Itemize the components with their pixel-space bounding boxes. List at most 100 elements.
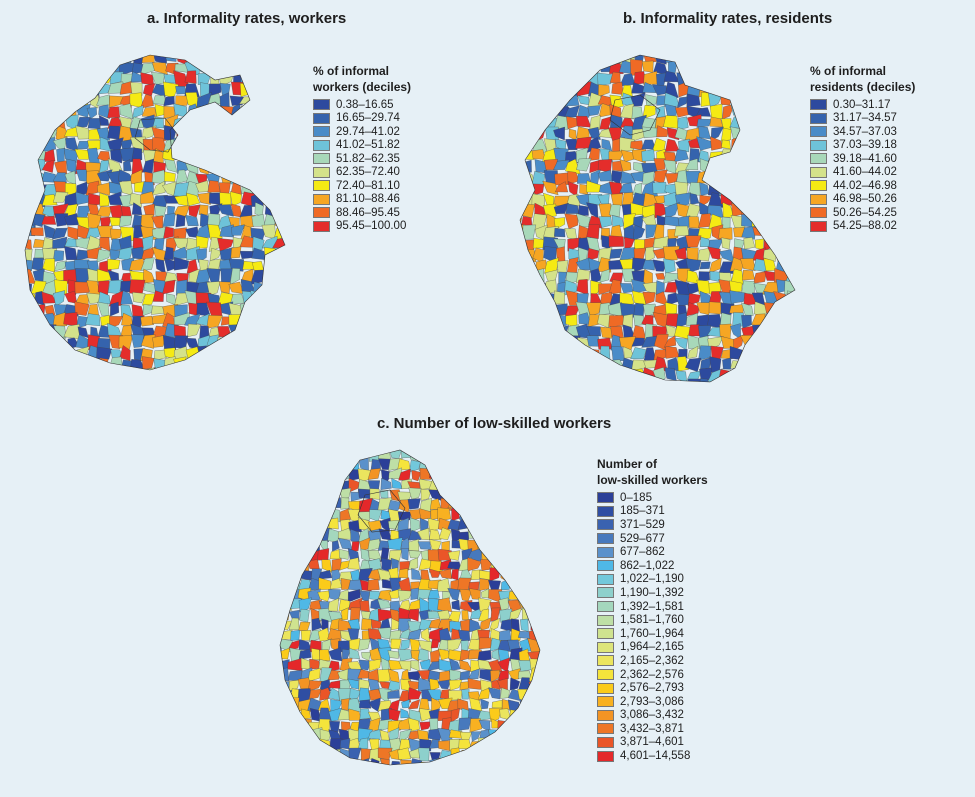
map-tile (776, 162, 790, 170)
map-tile (470, 477, 480, 490)
panel-a-title: a. Informality rates, workers (147, 10, 347, 27)
map-tile (281, 478, 290, 493)
map-tile (508, 769, 521, 780)
map-tile (698, 271, 710, 283)
map-tile (240, 769, 251, 780)
map-tile (288, 769, 298, 782)
map-tile (76, 141, 90, 149)
map-tile (765, 338, 778, 348)
map-tile (539, 581, 540, 590)
map-tile (550, 520, 561, 530)
map-tile (97, 301, 110, 316)
map-tile (251, 461, 259, 470)
map-tile (310, 450, 321, 451)
map-tile (217, 337, 233, 351)
map-tile (538, 508, 540, 523)
map-tile (294, 95, 305, 108)
map-tile (12, 258, 24, 274)
map-tile (548, 758, 560, 768)
map-tile (25, 312, 36, 328)
map-tile (499, 315, 514, 327)
legend-item: 1,581–1,760 (597, 613, 708, 627)
map-tile (469, 718, 482, 733)
map-tile (283, 236, 285, 252)
map-tile (550, 770, 562, 779)
map-tile (510, 450, 522, 452)
map-tile (280, 489, 293, 500)
map-tile (796, 389, 810, 395)
map-tile (541, 500, 552, 511)
map-tile (663, 258, 676, 274)
map-tile (470, 749, 483, 762)
map-tile (380, 758, 390, 765)
map-tile (468, 500, 481, 510)
map-tile (499, 304, 513, 317)
map-tile (152, 55, 167, 64)
map-tile (752, 226, 768, 237)
map-tile (259, 490, 272, 501)
map-tile (490, 105, 503, 117)
map-tile (497, 558, 512, 569)
map-tile (248, 518, 261, 529)
map-tile (250, 301, 267, 316)
map-tile (570, 470, 582, 481)
map-c-tiles (240, 440, 585, 789)
map-tile (608, 392, 621, 395)
map-tile (264, 323, 275, 338)
map-tile (608, 315, 625, 328)
map-tile (286, 191, 297, 205)
map-tile (288, 128, 297, 138)
map-tile (368, 658, 382, 672)
map-tile (499, 203, 514, 216)
map-tile (664, 380, 680, 382)
map-tile (807, 247, 810, 260)
map-tile (551, 598, 562, 609)
map-tile (786, 92, 795, 109)
map-tile (241, 379, 254, 385)
map-tile (53, 250, 65, 262)
map-tile (461, 440, 470, 448)
map-tile (491, 699, 503, 709)
legend-swatch (597, 655, 614, 667)
map-tile (283, 302, 285, 318)
legend-swatch (597, 669, 614, 681)
map-tile (219, 125, 233, 142)
map-tile (308, 457, 322, 469)
map-tile (240, 678, 252, 689)
map-tile (610, 359, 625, 370)
map-tile (54, 380, 66, 385)
map-tile (499, 368, 511, 380)
legend-item: 62.35–72.40 (313, 166, 411, 180)
map-tile (280, 597, 293, 611)
map-tile (468, 508, 480, 522)
map-tile (269, 538, 279, 550)
map-tile (142, 158, 154, 174)
map-tile (418, 508, 431, 520)
map-tile (580, 468, 585, 482)
map-tile (542, 92, 557, 108)
map-tile (490, 71, 500, 82)
map-tile (611, 380, 625, 382)
map-tile (258, 759, 269, 769)
map-tile (280, 707, 282, 723)
map-tile (56, 147, 65, 164)
map-tile (258, 640, 270, 651)
map-tile (766, 70, 775, 86)
map-tile (568, 632, 581, 642)
map-tile (520, 281, 536, 295)
map-tile (798, 324, 810, 337)
map-tile (388, 780, 402, 789)
map-tile (151, 169, 166, 184)
map-tile (741, 302, 754, 316)
map-tile (307, 470, 321, 483)
map-tile (449, 658, 461, 671)
map-tile (249, 440, 262, 452)
legend-swatch (313, 126, 330, 138)
map-tile (298, 479, 313, 490)
map-tile (554, 172, 570, 186)
map-tile (540, 538, 550, 551)
map-tile (688, 216, 700, 229)
map-tile (785, 117, 795, 129)
map-tile (490, 261, 501, 272)
map-tile (709, 391, 720, 395)
